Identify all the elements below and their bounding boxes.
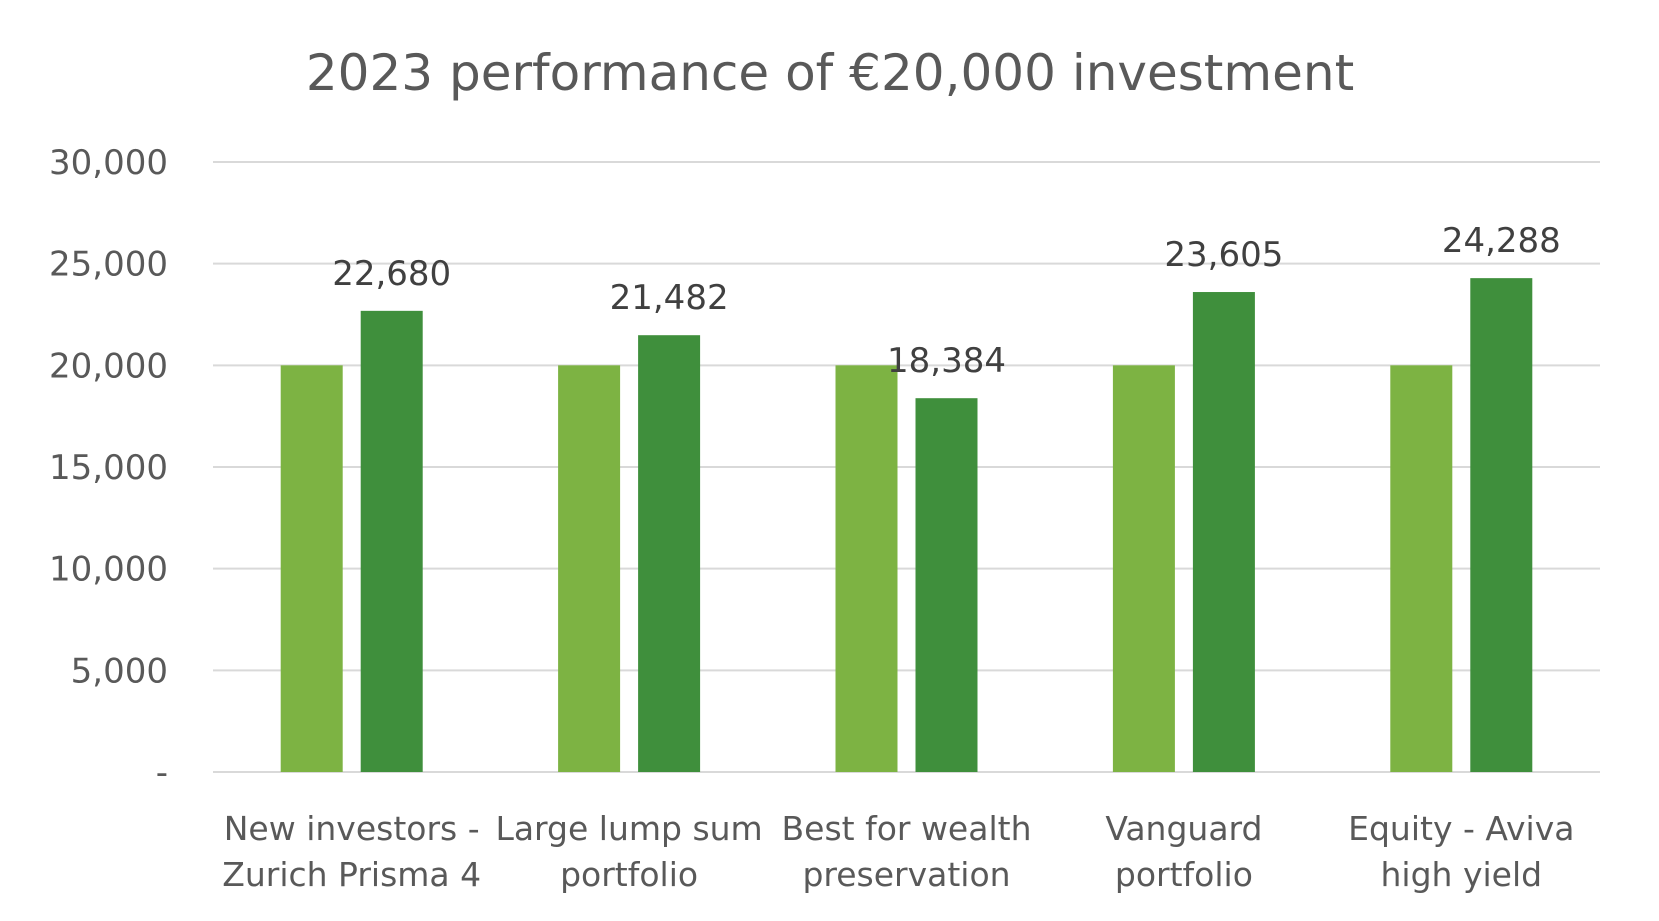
bar [1390, 365, 1453, 772]
y-axis: - 5,000 10,000 15,000 20,000 25,000 30,000 [49, 143, 168, 793]
data-label: 24,288 [1442, 221, 1561, 261]
y-tick-label: 5,000 [71, 651, 168, 691]
data-label: 23,605 [1164, 235, 1283, 275]
x-tick-label: Best for wealth [782, 809, 1032, 848]
bar [1470, 278, 1533, 772]
x-tick-label: portfolio [560, 855, 698, 894]
x-tick-label: preservation [802, 855, 1010, 894]
x-axis: New investors - Zurich Prisma 4 Large lump… [222, 809, 1574, 894]
data-label: 21,482 [610, 278, 729, 318]
bars [280, 278, 1533, 772]
bar [558, 365, 621, 772]
x-tick-label: Zurich Prisma 4 [222, 855, 481, 894]
x-tick-label: portfolio [1115, 855, 1253, 894]
bar [360, 310, 423, 772]
bar [915, 398, 978, 772]
y-tick-label: 20,000 [49, 346, 168, 386]
bar [280, 365, 343, 772]
y-tick-label: 25,000 [49, 245, 168, 285]
bar [1112, 365, 1175, 772]
y-tick-label: - [156, 753, 168, 793]
y-tick-label: 30,000 [49, 143, 168, 183]
x-tick-label: Large lump sum [495, 809, 762, 848]
y-tick-label: 15,000 [49, 448, 168, 488]
x-tick-label: high yield [1381, 855, 1543, 894]
gridlines [213, 161, 1600, 773]
bar [1192, 292, 1255, 772]
bar [835, 365, 898, 772]
x-tick-label: Vanguard [1105, 809, 1262, 848]
x-tick-label: New investors - [224, 809, 480, 848]
data-label: 18,384 [887, 341, 1006, 381]
bar [638, 335, 701, 772]
x-tick-label: Equity - Aviva [1348, 809, 1574, 848]
data-labels: 22,680 21,482 18,384 23,605 24,288 [332, 221, 1561, 381]
chart-title: 2023 performance of €20,000 investment [306, 44, 1354, 102]
y-tick-label: 10,000 [49, 550, 168, 590]
data-label: 22,680 [332, 254, 451, 294]
